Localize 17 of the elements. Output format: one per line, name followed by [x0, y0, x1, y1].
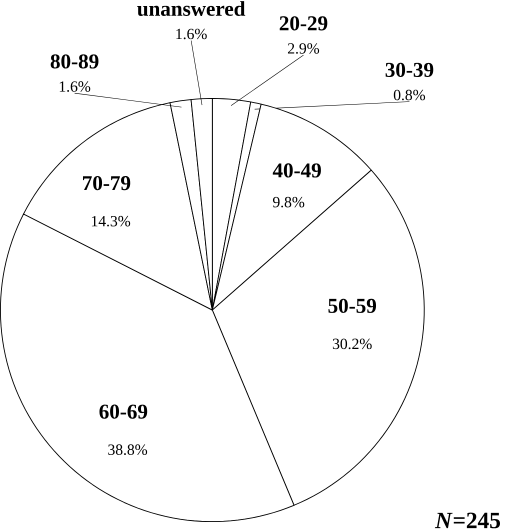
data-label: 2.9% — [288, 43, 320, 54]
data-label: 38.8% — [108, 444, 148, 455]
data-label: 30.2% — [333, 338, 372, 350]
slice-label: unanswered — [137, 1, 246, 16]
data-label: 1.6% — [176, 28, 208, 40]
data-label: 0.8% — [394, 90, 426, 100]
slice-label: 30-39 — [386, 62, 434, 77]
slice-label: 40-49 — [273, 163, 322, 178]
slice-label: 50-59 — [328, 298, 376, 313]
slice-label: 70-79 — [83, 176, 130, 190]
text: N=245 — [435, 512, 500, 528]
slice-label: 60-69 — [100, 404, 148, 419]
data-label: 1.6% — [60, 81, 90, 92]
slice-label: 80-89 — [50, 54, 99, 69]
slice-label: 20-29 — [280, 16, 328, 30]
data-label: 14.3% — [92, 216, 130, 226]
data-label: 9.8% — [273, 196, 304, 208]
